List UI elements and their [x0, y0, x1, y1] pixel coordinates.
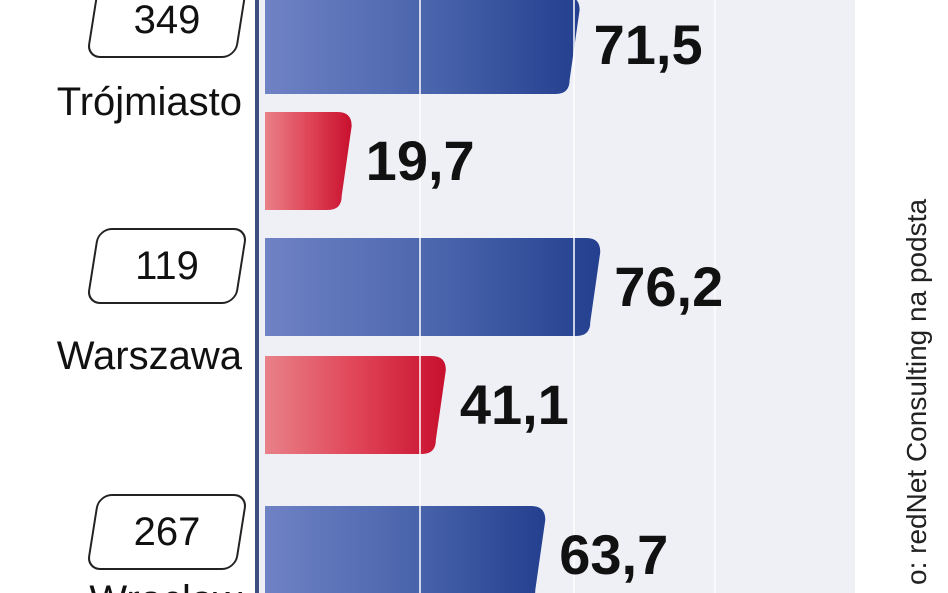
bar-red-1	[265, 356, 446, 454]
bar-red-0	[265, 112, 352, 210]
bar-blue-0	[265, 0, 580, 94]
data-label: 76,2	[614, 255, 724, 318]
count-value: 119	[135, 243, 199, 288]
bar-blue-2	[265, 506, 546, 593]
data-label: 63,7	[559, 523, 669, 586]
data-label: 41,1	[459, 373, 569, 436]
y-axis-line	[255, 0, 259, 593]
count-value: 349	[133, 0, 201, 42]
category-label: Trójmiasto	[56, 80, 242, 124]
gridline	[713, 0, 716, 593]
category-label: Warszawa	[56, 334, 242, 378]
bar-blue-1	[265, 238, 601, 336]
source-note: o: redNet Consulting na podsta	[901, 198, 932, 585]
data-label: 71,5	[593, 13, 703, 76]
data-label: 19,7	[365, 129, 475, 192]
gridline	[419, 0, 421, 593]
category-label: Wrocław	[89, 580, 242, 593]
gridline	[573, 0, 575, 593]
count-value: 267	[133, 509, 201, 554]
